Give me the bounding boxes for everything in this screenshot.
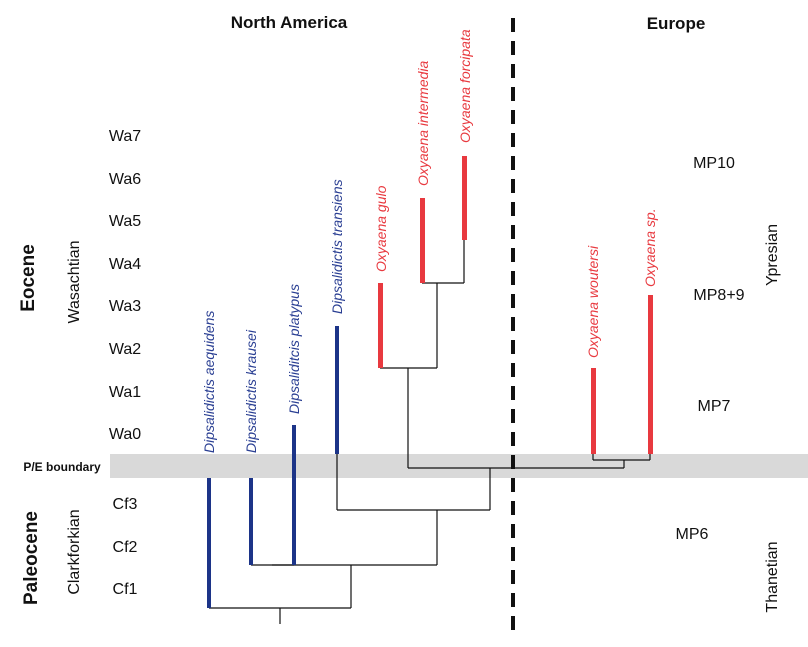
taxon-label: Dipsalidictis transiens (329, 179, 345, 314)
zone-label: Wa4 (109, 256, 141, 273)
taxon-label: Dipsalidictis aequidens (201, 311, 217, 453)
taxon-labels: Dipsalidictis aequidens Dipsalidictis kr… (201, 29, 658, 453)
europe-header: Europe (647, 14, 706, 33)
zone-label: Wa0 (109, 426, 141, 443)
stage-clarkforkian: Clarkforkian (66, 509, 83, 594)
taxon-label: Oxyaena forcipata (457, 29, 473, 143)
taxon-label: Oxyaena woutersi (585, 245, 601, 358)
taxon-ranges (207, 156, 653, 608)
pe-boundary-label: P/E boundary (23, 460, 101, 474)
zone-label: Wa1 (109, 384, 141, 401)
mp-zone-label: MP6 (676, 526, 709, 543)
zone-label: Cf1 (113, 581, 138, 598)
zone-label: Cf2 (113, 539, 138, 556)
stage-wasachtian: Wasachtian (66, 241, 83, 324)
range-bar-dipsalidictis-aequidens (207, 478, 211, 608)
zone-label: Cf3 (113, 496, 138, 513)
stage-thanetian: Thanetian (764, 541, 781, 612)
zone-label: Wa6 (109, 171, 141, 188)
taxon-label: Oxyaena intermedia (415, 60, 431, 186)
range-bar-oxyaena-forcipata (462, 156, 467, 240)
pe-boundary-band (110, 454, 808, 478)
range-bar-oxyaena-sp (648, 295, 653, 454)
range-bar-dipsalidictis-transiens (335, 326, 339, 454)
zone-label: Wa7 (109, 128, 141, 145)
range-bar-oxyaena-intermedia (420, 198, 425, 283)
mp-zone-label: MP10 (693, 155, 735, 172)
zone-label: Wa5 (109, 213, 141, 230)
range-bar-dipsaliditcis-platypus (292, 425, 296, 565)
zone-label: Wa2 (109, 341, 141, 358)
taxon-label: Dipsaliditcis platypus (286, 284, 302, 414)
range-bar-dipsalidictis-krausei (249, 478, 253, 565)
mp-zone-label: MP7 (698, 398, 731, 415)
zone-label: Wa3 (109, 298, 141, 315)
mp-zone-label: MP8+9 (693, 287, 744, 304)
taxon-label: Oxyaena sp. (642, 208, 658, 287)
north-america-header: North America (231, 13, 348, 32)
stage-ypresian: Ypresian (764, 224, 781, 286)
range-bar-oxyaena-woutersi (591, 368, 596, 454)
phylogeny-tree (209, 240, 651, 624)
range-bar-oxyaena-gulo (378, 283, 383, 368)
epoch-paleocene: Paleocene (21, 511, 42, 605)
taxon-label: Dipsalidictis krausei (243, 329, 259, 453)
taxon-label: Oxyaena gulo (373, 185, 389, 272)
epoch-eocene: Eocene (18, 244, 39, 312)
zone-labels: Wa7 Wa6 Wa5 Wa4 Wa3 Wa2 Wa1 Wa0 Cf3 Cf2 … (109, 128, 141, 598)
